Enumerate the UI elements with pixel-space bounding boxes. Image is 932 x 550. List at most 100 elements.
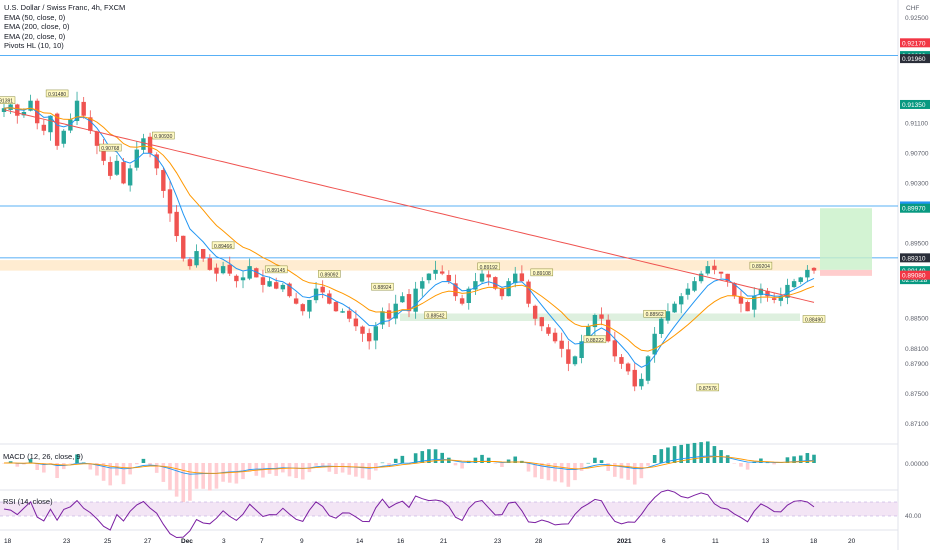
legend-ema200[interactable]: EMA (200, close, 0) [4,22,70,31]
time-tick-label: 9 [300,538,304,545]
macd-bar [599,460,604,463]
pivot-label: 0.88924 [373,285,391,291]
pivot-label: 0.90768 [101,146,119,152]
macd-bar [812,454,816,463]
candle-body [652,333,657,355]
candle-body [685,288,691,295]
macd-bar [208,463,212,491]
macd-bar [61,463,66,470]
macd-bar [314,463,318,466]
candle-body [333,301,339,312]
candle-body [101,146,106,161]
macd-bar [666,447,670,463]
pivot-label: 0.88562 [646,312,664,318]
rsi-tick-label: 40.00 [905,513,922,520]
pivot-label: 0.90930 [154,134,172,140]
price-label: 02:50:28 [902,277,928,284]
legend-ema20[interactable]: EMA (20, close, 0) [4,31,66,41]
candle-body [572,356,578,365]
candle-body [214,267,219,274]
macd-legend[interactable]: MACD (12, 26, close, 9) [3,452,84,461]
macd-bar [334,463,338,475]
candle-body [586,326,591,340]
candle-body [167,189,173,214]
macd-bar [798,455,803,463]
macd-bar [427,449,431,463]
pivot-label: 0.88542 [427,314,445,320]
pivot-label-box [264,265,288,274]
macd-bar [566,463,571,487]
macd-bar [460,463,464,469]
time-tick-label: 6 [662,538,666,545]
candle-body [513,273,518,284]
legend-ema50[interactable]: EMA (50, close, 0) [4,12,66,22]
macd-bar [785,457,790,463]
time-tick-label: 14 [356,538,364,545]
pivot-label: 0.89192 [480,265,498,271]
candle-body [94,131,100,146]
candle-body [771,298,777,300]
pivot-label: 0.89466 [214,244,232,250]
price-label: 0.89310 [902,255,926,262]
macd-line [3,455,815,475]
legend-pivots[interactable]: Pivots HL (10, 10) [4,41,64,50]
macd-bar [300,463,305,480]
macd-bar [247,463,252,472]
macd-bar [15,463,20,467]
candle-body [579,341,584,358]
candle-body [41,124,47,131]
candle-body [473,281,478,290]
pivot-label-box [318,270,341,278]
candle-body [400,296,405,303]
pivot-label-box [0,96,16,104]
candle-body [645,356,651,381]
candle-body [220,266,226,274]
macd-bar [188,463,192,501]
candle-body [672,303,677,313]
candle-body [791,281,797,288]
ema200-line [3,109,815,303]
macd-bar [75,454,79,463]
rsi-legend[interactable]: RSI (14, close) [3,497,53,506]
macd-bar [28,459,33,463]
macd-bar [533,463,537,478]
macd-bar [121,463,126,485]
macd-bar [8,461,13,463]
macd-bar [739,463,743,467]
candle-body [260,277,266,285]
currency-label: CHF [906,5,920,12]
macd-bar [480,454,484,463]
candle-body [559,340,564,349]
candle-body [347,310,352,319]
candle-body [380,311,385,325]
candle-body [479,273,485,282]
pivot-label-box [643,309,666,318]
time-tick-label: 3 [222,538,226,545]
rsi-pane [0,489,898,539]
macd-bar [420,451,425,463]
candle-body [738,296,744,304]
pivot-label-box [696,383,720,392]
candle-body [725,273,730,282]
candles [1,91,817,392]
candle-body [785,284,790,298]
macd-bar [234,463,239,484]
pivot-label-box [802,315,826,323]
price-tick-label: 0.87900 [905,361,929,368]
candle-body [446,274,452,282]
price-axis: 0.92500 0.91350 0.91100 0.90700 0.90300 0.895… [900,15,930,428]
pivot-label: 0.91391 [0,99,13,105]
candle-body [426,273,432,281]
candle-body [161,170,166,191]
candle-body [732,282,737,297]
macd-bar [639,463,644,479]
pivot-label-box [152,131,175,140]
macd-bar [672,446,677,463]
candle-body [532,305,538,319]
macd-bar [473,457,478,463]
price-label-bg [900,38,930,48]
candle-body [745,302,750,312]
price-label: 0.92170 [902,40,926,47]
candle-body [141,138,146,150]
